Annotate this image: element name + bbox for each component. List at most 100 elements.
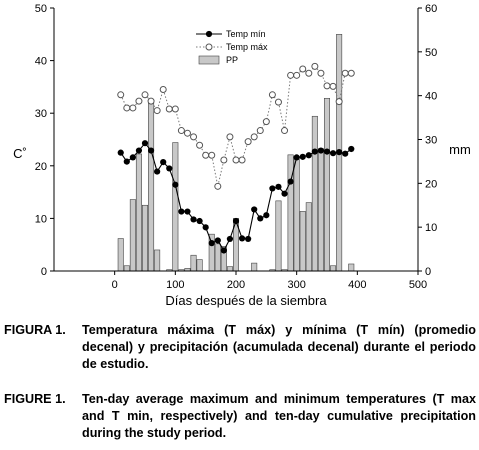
temp-min-point [287,178,294,185]
temp-max-point [232,156,240,164]
temp-max-point [177,127,185,135]
temp-min-point [208,240,215,247]
y-left-tick-label: 10 [35,213,47,225]
x-tick-label: 100 [166,279,184,291]
precip-bar [226,266,233,272]
temp-min-point [172,181,179,188]
temp-min-point [214,237,221,244]
temp-max-point [153,107,161,115]
precipitation-bars [117,33,355,272]
precip-bar [348,263,355,272]
legend-temp-max-marker [205,43,213,51]
temperature-lines [117,62,355,254]
y-right-tick-label: 10 [425,222,437,234]
temp-max-point [244,138,252,146]
temp-max-point [159,86,167,94]
temp-max-point [165,105,173,113]
temp-max-point [329,82,337,90]
temp-min-point [184,208,191,215]
precip-bar [123,265,130,272]
temp-min-point [342,150,349,157]
x-tick-label: 0 [112,279,118,291]
temp-min-point [147,147,155,154]
temp-min-point [166,165,173,172]
temp-max-point [117,91,125,99]
temp-min-point [123,158,130,165]
precip-bar [317,148,324,272]
temp-max-point [202,151,210,159]
y-right-axis-title: mm [449,142,471,157]
temp-min-point [129,154,136,161]
temp-max-point [226,133,234,141]
temp-max-point [281,127,289,135]
figure-caption-english: FIGURE 1. Ten-day average maximum and mi… [4,391,476,442]
temp-max-point [220,156,228,164]
temp-max-point [183,129,191,137]
climate-chart: 0 100 200 300 400 500010203040500102030405060… [13,3,471,308]
precip-bar [311,115,318,272]
temp-min-point [238,235,246,242]
precip-bar [251,262,258,272]
temp-max-point [287,71,295,79]
temp-max-point [250,133,258,141]
temp-min-point [135,147,143,154]
precip-bar [323,97,330,272]
precip-bar [148,100,155,272]
temp-min-point [293,154,300,161]
precip-bar [129,199,136,272]
x-tick-label: 500 [409,279,427,291]
temp-max-point [147,97,155,105]
precip-bar [154,249,161,272]
x-axis-title: Días después de la siembra [165,293,327,308]
temp-min-point [141,140,149,147]
temp-max-point [123,104,131,112]
temp-min-point [305,152,312,159]
temp-max-point [141,91,149,99]
precip-bar [305,202,312,272]
precip-bar [190,254,197,272]
precip-bar [330,265,337,272]
legend-pp-swatch [198,55,220,65]
temp-max-point [335,98,343,106]
temp-max-point [274,98,282,106]
temp-min-point [196,217,203,225]
y-right-tick-label: 60 [425,3,437,15]
temp-min-point [154,168,161,175]
temp-max-point [190,133,198,141]
y-left-tick-label: 30 [35,108,47,120]
caption-text-es: Temperatura máxima (T máx) y mínima (T m… [82,323,476,371]
y-right-tick-label: 40 [425,91,437,103]
x-tick-label: 400 [348,279,366,291]
temp-max-point [317,69,325,77]
temp-min-point [117,149,124,156]
y-left-tick-label: 0 [41,266,47,278]
temp-max-point [305,69,313,77]
y-left-axis-title: C˚ [13,146,27,161]
temp-min-point [226,235,234,243]
temp-min-point [245,235,252,243]
temp-min-point [190,216,197,223]
precip-bar [135,153,142,272]
temp-min-point [251,206,258,213]
temp-max-point [311,62,319,70]
caption-label-en: FIGURE 1. [4,392,66,406]
legend-temp-min-label: Temp mín [226,29,266,39]
precip-bar [275,200,282,272]
precip-bar [214,243,221,272]
chart-legend: Temp mín Temp máx PP [196,29,268,65]
chart-axes: 0 100 200 300 400 500010203040500102030405060… [13,3,471,308]
temp-max-point [214,182,222,190]
x-tick-label: 300 [287,279,305,291]
caption-label-es: FIGURA 1. [4,323,66,337]
temp-min-point [160,159,167,166]
precip-bar [299,211,306,272]
precip-bar [172,142,179,272]
figure-caption-spanish: FIGURA 1. Temperatura máxima (T máx) y m… [4,322,476,373]
legend-temp-max-label: Temp máx [226,42,268,52]
x-tick-label: 200 [227,279,245,291]
temp-max-point [262,118,270,126]
y-left-tick-label: 20 [35,161,47,173]
temp-min-point [202,224,209,231]
temp-min-point [263,212,270,219]
temp-min-point [323,148,331,155]
